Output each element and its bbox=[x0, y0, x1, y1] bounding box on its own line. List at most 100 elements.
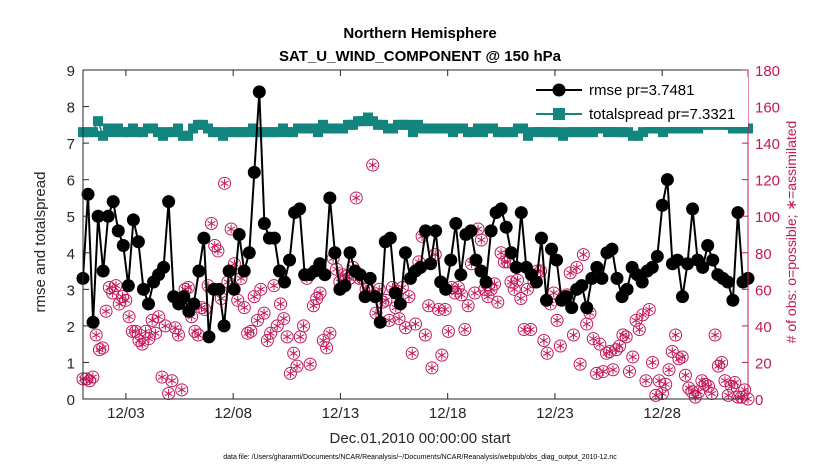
obs-star-stroke bbox=[325, 330, 335, 336]
obs-star-stroke bbox=[684, 385, 693, 391]
obs-circle bbox=[705, 387, 719, 401]
rmse-point bbox=[635, 275, 649, 289]
rmse-point bbox=[242, 246, 256, 260]
totalspread-point bbox=[408, 127, 418, 138]
obs-point bbox=[639, 374, 653, 388]
obs-star-stroke bbox=[605, 348, 614, 355]
obs-point bbox=[632, 323, 646, 337]
rmse-point bbox=[595, 271, 609, 285]
obs-star-stroke bbox=[207, 220, 216, 227]
obs-point bbox=[283, 366, 297, 380]
obs-star-stroke bbox=[408, 350, 417, 356]
rmse-point bbox=[529, 275, 543, 289]
rmse-point bbox=[545, 242, 559, 256]
rmse-point bbox=[323, 191, 337, 205]
obs-point bbox=[603, 344, 617, 358]
rmse-point bbox=[131, 235, 145, 249]
data-file-footnote: data file: /Users/gharamti/Documents/NCA… bbox=[223, 454, 617, 461]
chart-subtitle: SAT_U_WIND_COMPONENT @ 150 hPa bbox=[279, 48, 562, 65]
obs-circle bbox=[287, 346, 301, 360]
rmse-point bbox=[247, 165, 261, 179]
obs-circle bbox=[708, 328, 722, 342]
obs-point bbox=[99, 304, 113, 318]
obs-circle bbox=[283, 366, 297, 380]
obs-star-stroke bbox=[404, 293, 414, 300]
obs-circle bbox=[573, 357, 587, 371]
obs-circle bbox=[244, 324, 258, 338]
obs-point bbox=[257, 306, 271, 320]
rmse-point bbox=[353, 268, 367, 282]
obs-point bbox=[247, 290, 261, 304]
obs-star-stroke bbox=[401, 325, 410, 331]
obs-star-stroke bbox=[648, 359, 657, 366]
obs-circle bbox=[622, 365, 636, 379]
obs-circle bbox=[701, 379, 715, 393]
obs-star-stroke bbox=[240, 304, 249, 311]
obs-circle bbox=[155, 370, 169, 384]
rmse-point bbox=[373, 315, 387, 329]
obs-circle bbox=[514, 291, 528, 305]
obs-star-stroke bbox=[444, 328, 453, 335]
rmse-point bbox=[731, 206, 745, 220]
obs-circle bbox=[323, 326, 337, 340]
obs-point bbox=[422, 299, 436, 313]
obs-star-stroke bbox=[190, 328, 200, 335]
obs-circle bbox=[198, 302, 212, 316]
obs-circle bbox=[125, 324, 139, 338]
obs-circle bbox=[89, 328, 103, 342]
obs-point bbox=[323, 326, 337, 340]
obs-point bbox=[576, 248, 590, 262]
y-right-tick-label: 0 bbox=[755, 392, 763, 409]
obs-circle bbox=[639, 374, 653, 388]
obs-star-stroke bbox=[549, 290, 558, 296]
obs-point bbox=[405, 346, 419, 360]
rmse-point bbox=[338, 279, 352, 293]
obs-point bbox=[119, 293, 133, 307]
obs-star-stroke bbox=[213, 248, 223, 254]
obs-circle bbox=[669, 328, 683, 342]
obs-point bbox=[474, 233, 488, 247]
obs-star-stroke bbox=[161, 323, 170, 329]
obs-circle bbox=[418, 328, 432, 342]
obs-star-stroke bbox=[279, 315, 288, 322]
obs-circle bbox=[270, 319, 284, 333]
rmse-point bbox=[580, 301, 594, 315]
y-tick-label: 4 bbox=[67, 246, 75, 263]
x-tick-label: 12/23 bbox=[536, 405, 574, 422]
obs-star-stroke bbox=[496, 250, 506, 256]
obs-circle bbox=[678, 368, 692, 382]
obs-point bbox=[162, 387, 176, 401]
obs-point bbox=[152, 310, 166, 324]
rmse-point bbox=[363, 271, 377, 285]
obs-star-stroke bbox=[635, 326, 644, 333]
obs-star-stroke bbox=[599, 368, 608, 375]
obs-point bbox=[89, 328, 103, 342]
obs-circle bbox=[567, 328, 581, 342]
rmse-point bbox=[681, 257, 695, 271]
obs-point bbox=[168, 321, 182, 335]
obs-star-stroke bbox=[309, 303, 318, 309]
obs-point bbox=[392, 312, 406, 326]
obs-star-stroke bbox=[164, 390, 173, 397]
obs-star-stroke bbox=[519, 326, 529, 333]
obs-star-stroke bbox=[651, 392, 660, 399]
x-axis-label: Dec.01,2010 00:00:00 start bbox=[330, 430, 512, 447]
rmse-point bbox=[686, 202, 700, 216]
obs-point bbox=[399, 321, 413, 335]
obs-star-stroke bbox=[661, 381, 670, 388]
y-axis-label: rmse and totalspread bbox=[32, 172, 49, 313]
obs-star-stroke bbox=[566, 270, 575, 276]
obs-star-stroke bbox=[592, 370, 601, 377]
obs-circle bbox=[481, 290, 495, 304]
obs-circle bbox=[392, 312, 406, 326]
y-tick-label: 1 bbox=[67, 355, 75, 372]
obs-circle bbox=[632, 323, 646, 337]
obs-circle bbox=[218, 176, 232, 190]
y-tick-label: 2 bbox=[67, 319, 75, 336]
obs-star-stroke bbox=[385, 317, 394, 324]
obs-star-stroke bbox=[575, 361, 585, 367]
obs-point bbox=[662, 363, 676, 377]
obs-circle bbox=[313, 286, 327, 300]
rmse-point bbox=[534, 231, 548, 245]
rmse-point bbox=[111, 224, 125, 238]
